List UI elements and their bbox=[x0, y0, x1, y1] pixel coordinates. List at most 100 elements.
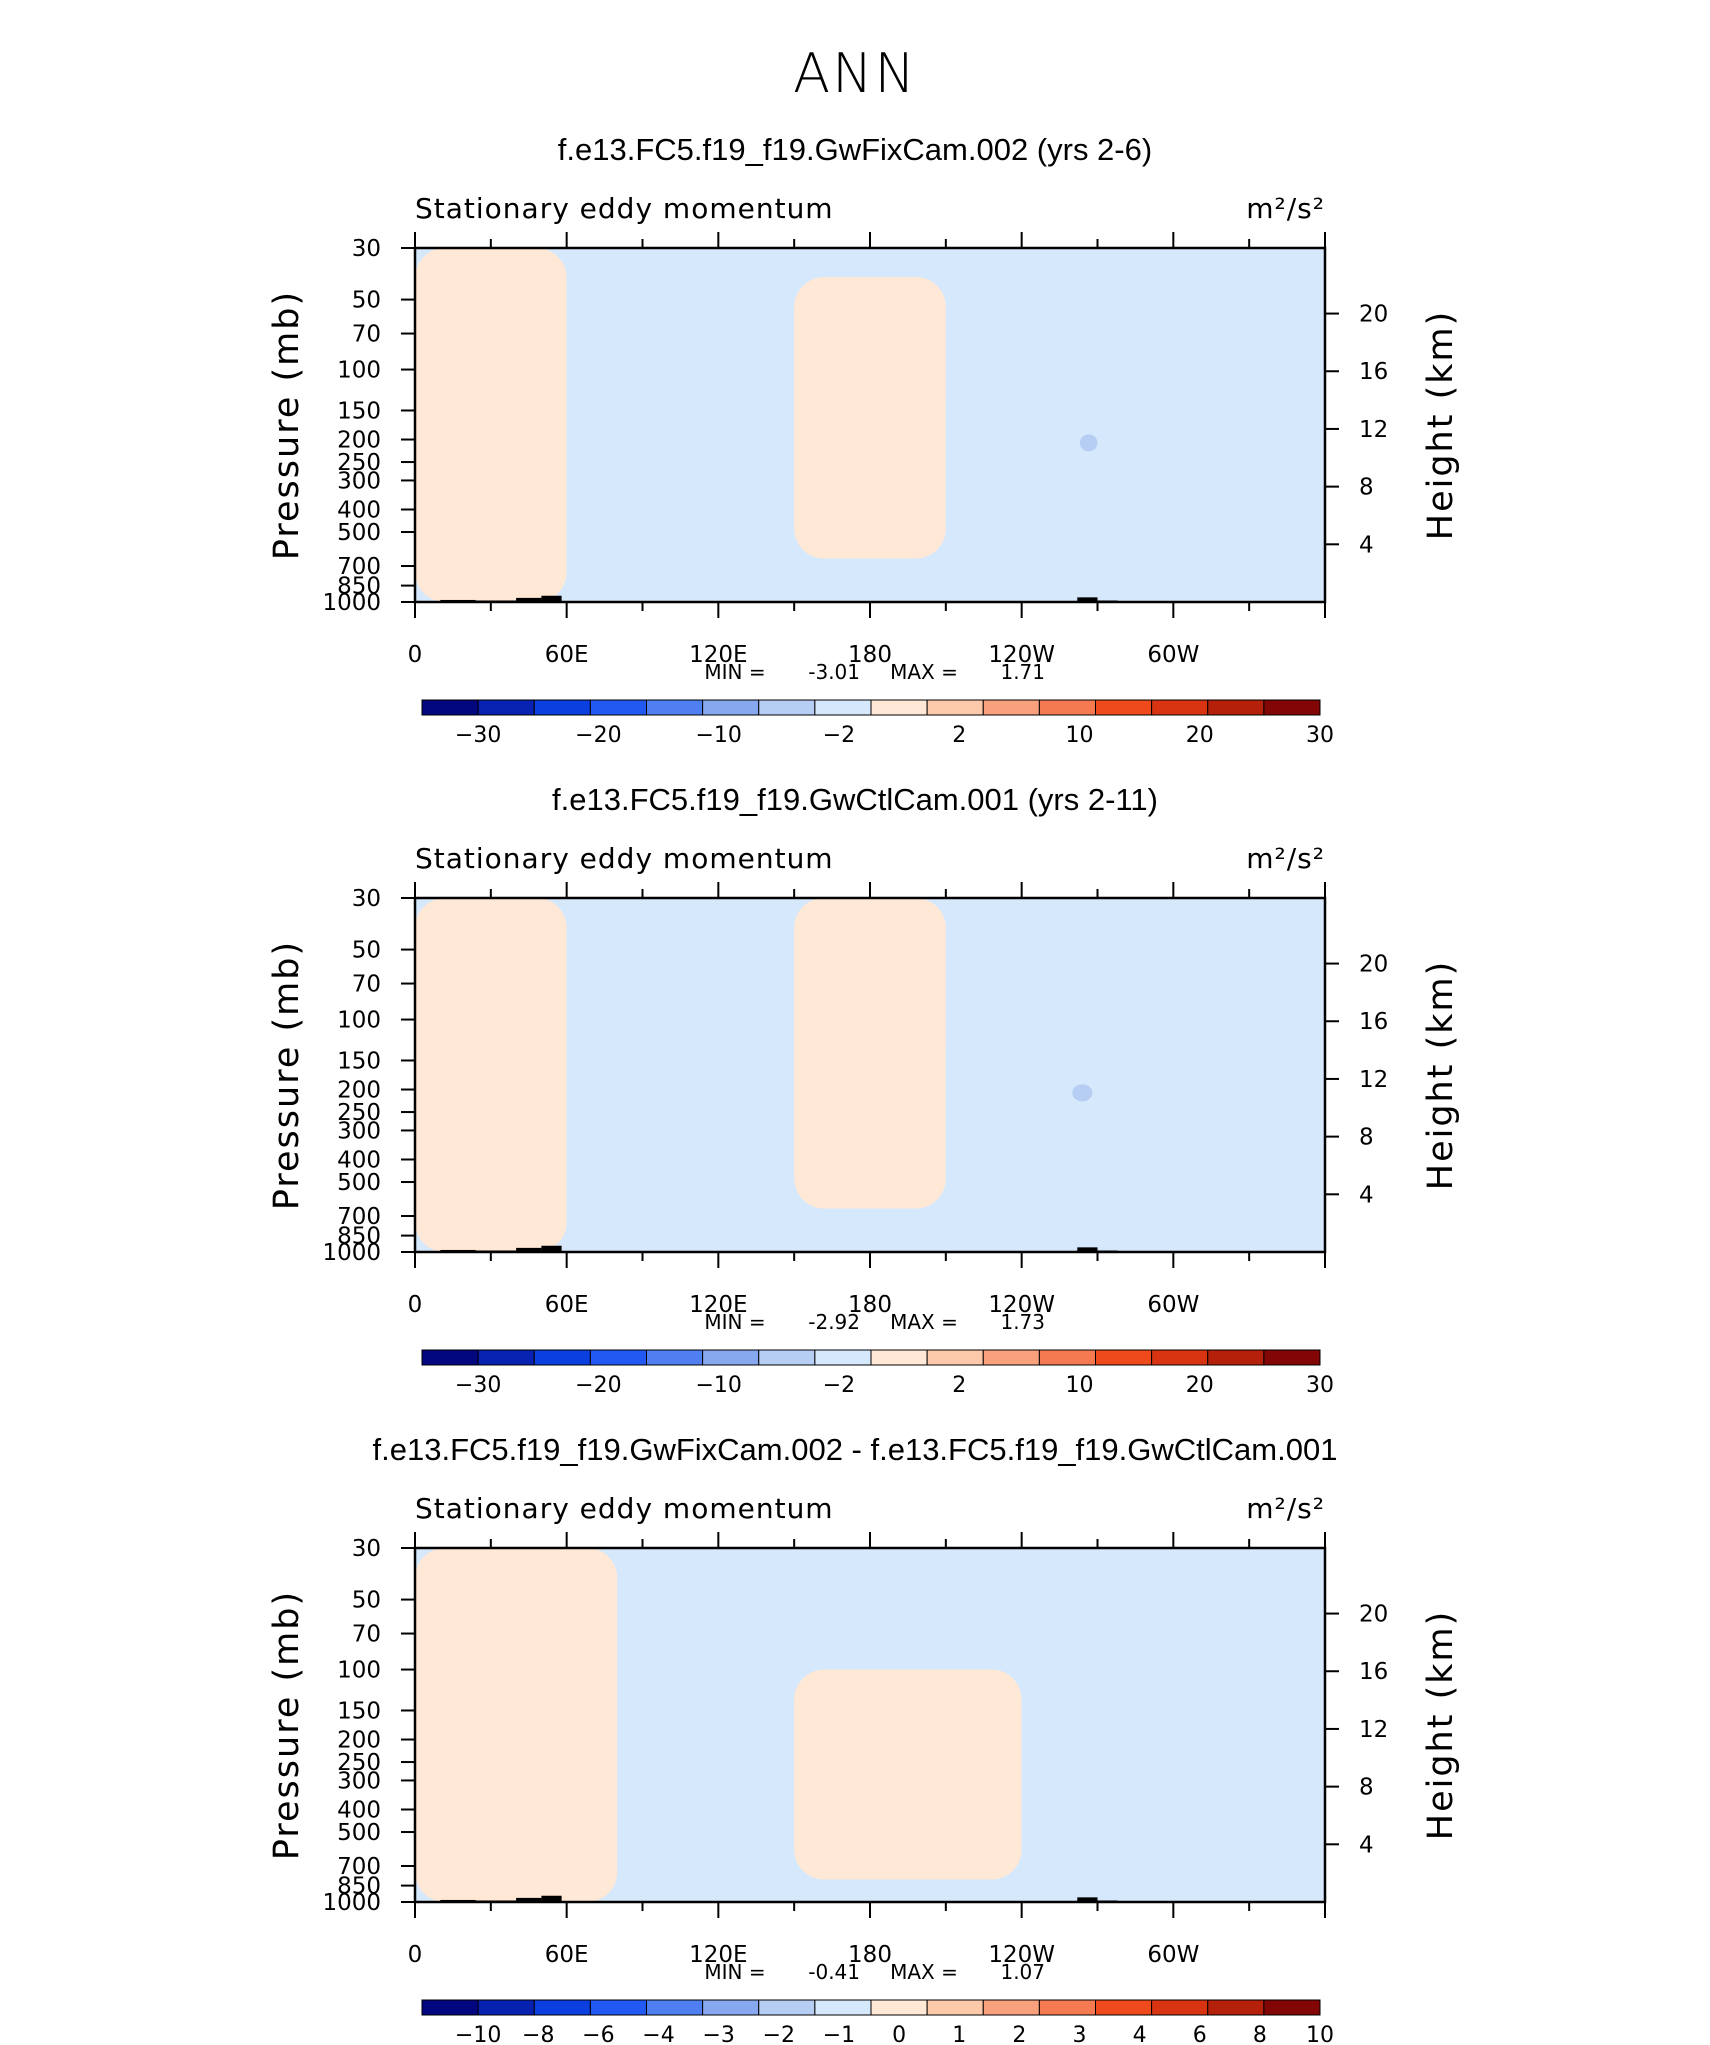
colorbar-swatch bbox=[982, 1999, 1040, 2016]
contour-region bbox=[415, 248, 567, 602]
colorbar-swatch bbox=[870, 1349, 928, 1366]
colorbar-swatch bbox=[1151, 1349, 1209, 1366]
y2-tick-label: 12 bbox=[1359, 1067, 1388, 1093]
colorbar-swatch bbox=[870, 699, 928, 716]
colorbar-swatch bbox=[421, 1999, 479, 2016]
topography bbox=[475, 1250, 517, 1252]
topography bbox=[1097, 1900, 1118, 1902]
contour-panel: Stationary eddy momentum m²/s²0 60E 120E 180… bbox=[267, 1492, 1461, 2045]
topography bbox=[814, 1251, 850, 1252]
colorbar-label: 2 bbox=[952, 1373, 966, 1398]
contour-region bbox=[1021, 1548, 1174, 1902]
colorbar-label: 20 bbox=[1186, 1373, 1214, 1398]
colorbar-label: 8 bbox=[1253, 2023, 1267, 2045]
colorbar-label: −2 bbox=[823, 1373, 855, 1398]
colorbar-swatch bbox=[702, 1349, 760, 1366]
panel-subtitle: Stationary eddy momentum bbox=[415, 842, 834, 875]
topography bbox=[541, 595, 562, 602]
y-axis-label: Pressure (mb) bbox=[267, 290, 307, 560]
colorbar-swatch bbox=[926, 1999, 984, 2016]
colorbar-label: 6 bbox=[1193, 2023, 1207, 2045]
colorbar-label: −30 bbox=[455, 723, 501, 748]
colorbar-label: 0 bbox=[892, 2023, 906, 2045]
colorbar-swatch bbox=[758, 699, 816, 716]
colorbar-label: −1 bbox=[823, 2023, 855, 2045]
y-tick-label: 100 bbox=[337, 1658, 381, 1684]
contour-region bbox=[945, 369, 1073, 592]
colorbar-swatch bbox=[1151, 1999, 1209, 2016]
x-tick-label: 60W bbox=[1147, 1292, 1199, 1318]
colorbar-swatch bbox=[1207, 699, 1265, 716]
colorbar-label: −10 bbox=[695, 1373, 741, 1398]
panel-title: f.e13.FC5.f19_f19.GwFixCam.002 - f.e13.F… bbox=[372, 1432, 1338, 1467]
colorbar-swatch bbox=[533, 1999, 591, 2016]
colorbar-label: 10 bbox=[1306, 2023, 1334, 2045]
colorbar-swatch bbox=[758, 1349, 816, 1366]
colorbar-swatch bbox=[1263, 1999, 1321, 2016]
colorbar-label: 30 bbox=[1306, 723, 1334, 748]
y-tick-label: 500 bbox=[337, 520, 381, 546]
topography bbox=[1077, 597, 1098, 602]
y-tick-label: 30 bbox=[352, 1536, 381, 1562]
colorbar-swatch bbox=[926, 699, 984, 716]
y-tick-label: 700 bbox=[337, 1204, 381, 1230]
colorbar-label: −8 bbox=[522, 2023, 554, 2045]
y-tick-label: 150 bbox=[337, 1048, 381, 1074]
y2-tick-label: 20 bbox=[1359, 1602, 1388, 1628]
colorbar-label: 3 bbox=[1072, 2023, 1086, 2045]
x-tick-label: 60E bbox=[545, 1942, 589, 1968]
y-tick-label: 30 bbox=[352, 236, 381, 262]
colorbar-label: −2 bbox=[763, 2023, 795, 2045]
topography bbox=[516, 597, 542, 602]
y-tick-label: 100 bbox=[337, 358, 381, 384]
max-value: 1.07 bbox=[1000, 1960, 1045, 1984]
x-tick-label: 120E bbox=[689, 642, 747, 668]
colorbar-label: −2 bbox=[823, 723, 855, 748]
y-tick-label: 300 bbox=[337, 1768, 381, 1794]
y2-tick-label: 16 bbox=[1359, 1659, 1388, 1685]
x-tick-label: 120W bbox=[988, 1942, 1055, 1968]
colorbar-swatch bbox=[1038, 1349, 1096, 1366]
x-tick-label: 120E bbox=[689, 1942, 747, 1968]
topography bbox=[1077, 1897, 1098, 1902]
colorbar-label: −6 bbox=[582, 2023, 614, 2045]
y-tick-label: 850 bbox=[337, 1224, 381, 1250]
colorbar-swatch bbox=[646, 1999, 704, 2016]
topography bbox=[657, 601, 731, 602]
colorbar-label: 10 bbox=[1065, 1373, 1093, 1398]
colorbar-swatch bbox=[477, 1999, 535, 2016]
y-tick-label: 150 bbox=[337, 1698, 381, 1724]
panel-title: f.e13.FC5.f19_f19.GwCtlCam.001 (yrs 2-11… bbox=[552, 782, 1158, 817]
y2-tick-label: 16 bbox=[1359, 359, 1388, 385]
colorbar-label: 1 bbox=[952, 2023, 966, 2045]
x-tick-label: 0 bbox=[408, 1292, 423, 1318]
colorbar-swatch bbox=[814, 1349, 872, 1366]
contour-region bbox=[1072, 1084, 1093, 1102]
y2-axis-label: Height (km) bbox=[1421, 310, 1461, 541]
min-value: -2.92 bbox=[808, 1310, 860, 1334]
y-tick-label: 250 bbox=[337, 1100, 381, 1126]
min-value: -3.01 bbox=[808, 660, 860, 684]
y-tick-label: 700 bbox=[337, 554, 381, 580]
y2-tick-label: 20 bbox=[1359, 302, 1388, 328]
colorbar-swatch bbox=[1207, 1349, 1265, 1366]
panel-title: f.e13.FC5.f19_f19.GwFixCam.002 (yrs 2-6) bbox=[557, 132, 1153, 167]
colorbar-swatch bbox=[1151, 699, 1209, 716]
y2-axis-label: Height (km) bbox=[1421, 960, 1461, 1191]
y2-tick-label: 4 bbox=[1359, 1182, 1374, 1208]
colorbar-label: −4 bbox=[642, 2023, 674, 2045]
topography bbox=[1117, 601, 1161, 602]
y-tick-label: 50 bbox=[352, 938, 381, 964]
y-tick-label: 400 bbox=[337, 497, 381, 523]
panel-subtitle: Stationary eddy momentum bbox=[415, 1492, 834, 1525]
colorbar-swatch bbox=[926, 1349, 984, 1366]
y-tick-label: 700 bbox=[337, 1854, 381, 1880]
max-label: MAX = bbox=[890, 1310, 958, 1334]
y-axis-label: Pressure (mb) bbox=[267, 1590, 307, 1860]
x-tick-label: 120E bbox=[689, 1292, 747, 1318]
colorbar-label: −10 bbox=[455, 2023, 501, 2045]
colorbar-swatch bbox=[702, 1999, 760, 2016]
topography bbox=[541, 1895, 562, 1902]
contour-region bbox=[617, 1548, 795, 1902]
colorbar-label: 4 bbox=[1133, 2023, 1147, 2045]
